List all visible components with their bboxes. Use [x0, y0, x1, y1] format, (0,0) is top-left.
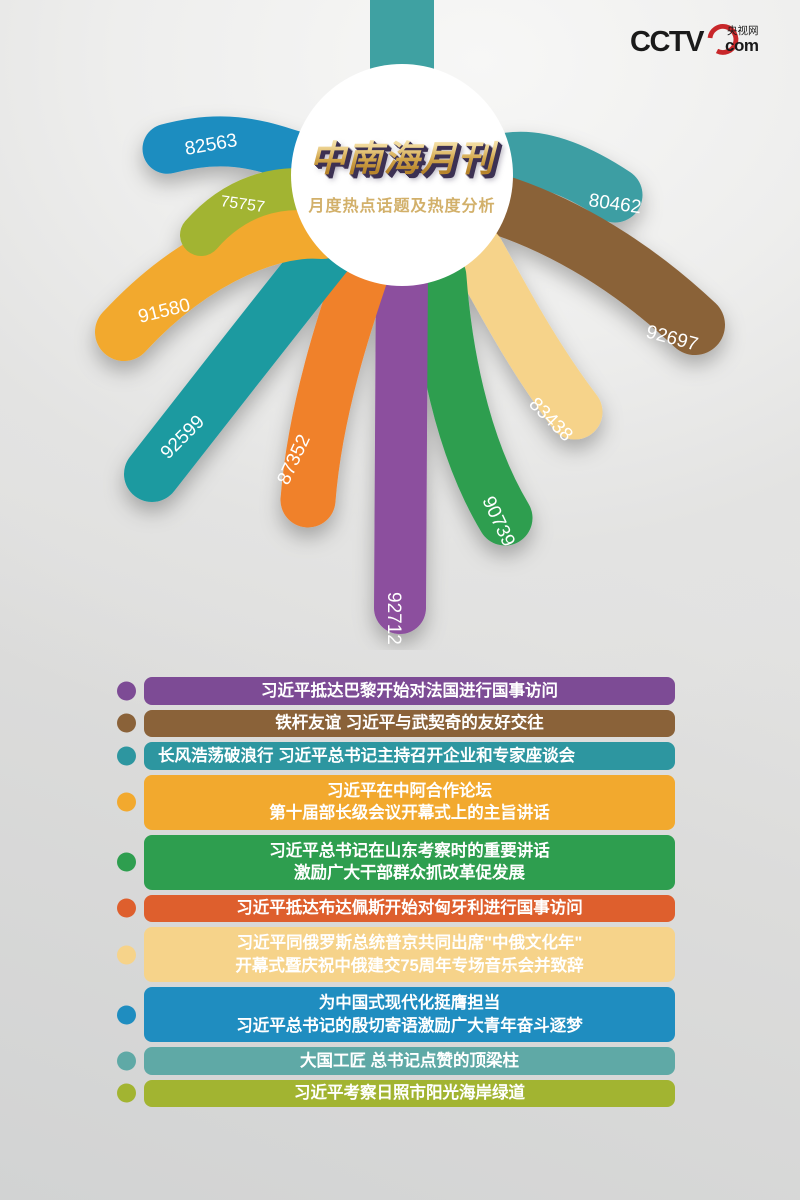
svg-text:92712: 92712	[383, 592, 404, 645]
svg-text:CCTV: CCTV	[630, 26, 705, 58]
svg-text:com: com	[725, 36, 759, 55]
